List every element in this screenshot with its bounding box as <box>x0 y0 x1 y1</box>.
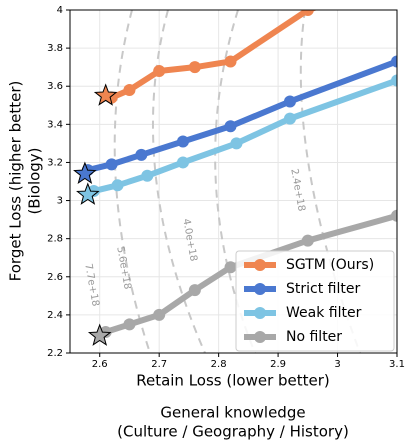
point <box>141 169 154 182</box>
point <box>111 179 124 192</box>
y-tick-label: 2.6 <box>47 272 63 283</box>
point <box>230 137 243 150</box>
iso-label: 4.0e+18 <box>180 218 198 262</box>
iso-label: 5.6e+18 <box>114 246 132 290</box>
x-tick-label: 2.9 <box>270 359 286 370</box>
y-tick-label: 2.2 <box>47 348 63 359</box>
point <box>301 10 314 16</box>
point <box>283 112 296 125</box>
point <box>224 261 237 274</box>
y-tick-label: 2.4 <box>47 310 63 321</box>
x-tick-label: 2.7 <box>151 359 167 370</box>
x-tick-label: 2.6 <box>92 359 108 370</box>
point <box>123 84 136 97</box>
legend-marker <box>254 259 266 271</box>
point <box>123 318 136 331</box>
iso-curve <box>152 10 206 353</box>
iso-label: 2.4e+18 <box>288 168 306 212</box>
star-marker <box>87 323 112 346</box>
series-line <box>87 58 397 173</box>
legend-marker <box>254 331 266 343</box>
point <box>224 120 237 133</box>
legend-label: Strict filter <box>286 281 360 297</box>
legend-box <box>235 250 395 352</box>
point <box>391 74 397 87</box>
star-marker <box>76 182 100 205</box>
y-tick-label: 3.2 <box>47 157 63 168</box>
legend: SGTM (Ours) Strict filter Weak filter No fi… <box>235 250 395 352</box>
plot <box>81 10 397 339</box>
legend-marker <box>254 283 266 295</box>
y-tick-label: 3 <box>57 196 63 207</box>
y-tick-label: 3.6 <box>47 81 63 92</box>
point <box>301 234 314 247</box>
y-tick-label: 4 <box>57 5 63 16</box>
point <box>224 55 237 68</box>
legend-marker <box>254 307 266 319</box>
point <box>391 55 397 68</box>
iso-curve <box>214 10 256 353</box>
axes-frame <box>69 9 398 354</box>
y-tick-label: 3.4 <box>47 119 63 130</box>
point <box>153 308 166 321</box>
x-tick-label: 3.1 <box>389 359 405 370</box>
x-tick-label: 2.8 <box>211 359 227 370</box>
axes: 2.6 2.7 2.8 2.9 3 3.1 2.2 2.4 2.6 2.8 3 3.2 3.4 3.6 3.… <box>47 5 405 370</box>
x-tick-label: 3 <box>334 359 340 370</box>
point <box>391 209 397 222</box>
stars <box>73 83 118 346</box>
legend-label: Weak filter <box>286 305 362 321</box>
y-axis-label: Forget Loss (higher better) <box>7 81 25 282</box>
point <box>135 148 148 161</box>
point <box>153 64 166 77</box>
point <box>176 156 189 169</box>
subtitle: General knowledge <box>160 404 305 422</box>
series-line <box>93 77 397 194</box>
y-tick-label: 3.8 <box>47 43 63 54</box>
point <box>283 95 296 108</box>
y-axis-label: (Biology) <box>26 147 44 214</box>
star-marker <box>93 83 118 106</box>
subtitle: (Culture / Geography / History) <box>117 423 349 441</box>
series-line <box>110 10 318 101</box>
x-axis-label: Retain Loss (lower better) <box>136 372 330 390</box>
iso-curve <box>113 10 151 353</box>
legend-label: No filter <box>286 329 342 345</box>
legend-label: SGTM (Ours) <box>286 257 374 273</box>
point <box>105 158 118 171</box>
point <box>188 284 201 297</box>
point <box>176 135 189 148</box>
iso-label: 7.7e+18 <box>82 263 100 307</box>
point <box>188 61 201 74</box>
y-tick-label: 2.8 <box>47 234 63 245</box>
star-marker <box>73 161 97 184</box>
